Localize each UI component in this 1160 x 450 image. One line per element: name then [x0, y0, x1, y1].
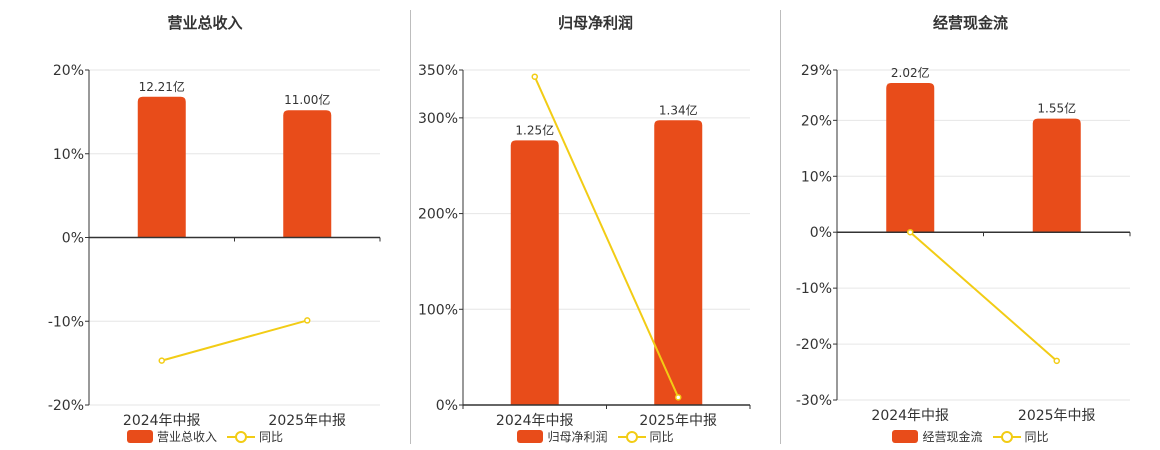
bar-swatch-icon: [892, 430, 919, 443]
legend-label: 归母净利润: [547, 430, 608, 444]
y-tick-label: -20%: [48, 398, 84, 414]
panel-divider: [780, 10, 781, 444]
line-swatch-icon: [992, 430, 1021, 444]
bar-data-label: 2.02亿: [891, 65, 930, 80]
bar: [1032, 118, 1081, 233]
revenue-chart-svg: 20% 10% 0% -10% -20% 12.21亿 2024年中报 11.00亿 2025年…: [48, 63, 381, 429]
bar: [654, 120, 703, 405]
chart-title: 经营现金流: [932, 14, 1008, 32]
y-tick-label: 20%: [801, 113, 832, 129]
y-tick-label: 0%: [810, 225, 832, 241]
legend-item-bar[interactable]: 经营现金流: [892, 428, 983, 445]
bar-data-label: 1.55亿: [1037, 101, 1076, 116]
panel-divider: [410, 10, 411, 444]
bar: [283, 110, 332, 238]
x-tick-label: 2024年中报: [871, 408, 949, 424]
y-tick-label: 29%: [801, 63, 832, 79]
legend-label: 经营现金流: [922, 430, 983, 444]
bar: [886, 82, 935, 233]
line-swatch-icon: [227, 430, 255, 444]
y-tick-label: -10%: [796, 281, 832, 297]
line-swatch-icon: [617, 430, 646, 444]
x-tick-label: 2024年中报: [123, 413, 201, 429]
bar: [510, 140, 559, 405]
yoy-point: [1053, 357, 1060, 365]
y-tick-label: 10%: [53, 147, 84, 163]
y-tick-label: 20%: [53, 63, 84, 79]
x-tick-label: 2025年中报: [1018, 408, 1096, 424]
legend-label: 营业总收入: [156, 430, 217, 444]
x-tick-label: 2025年中报: [639, 413, 717, 429]
yoy-line: [533, 76, 680, 398]
x-tick-label: 2024年中报: [496, 413, 574, 429]
bar-data-label: 1.25亿: [515, 122, 554, 137]
legend-item-line[interactable]: 同比: [617, 428, 674, 445]
y-tick-label: 200%: [418, 207, 458, 223]
yoy-point: [304, 317, 311, 324]
legend-item-line[interactable]: 同比: [227, 428, 283, 445]
net-profit-chart-svg: 350% 300% 200% 100% 0% 1.25亿 2024年中报 1.34亿 2025年…: [418, 63, 751, 429]
y-tick-label: 0%: [62, 231, 84, 247]
bar-data-label: 1.34亿: [659, 102, 698, 117]
chart-legend: 营业总收入 同比: [0, 428, 410, 445]
y-tick-label: 300%: [418, 111, 458, 127]
bar-swatch-icon: [126, 430, 153, 443]
legend-item-line[interactable]: 同比: [992, 428, 1049, 445]
chart-legend: 归母净利润 同比: [411, 428, 780, 445]
bar-data-label: 12.21亿: [139, 79, 185, 94]
y-tick-label: 0%: [436, 398, 458, 414]
cash-flow-chart-svg: 29% 20% 10% 0% -10% -20% -30% 2.02亿 2024年中报 1.55亿…: [796, 63, 1131, 424]
legend-label: 同比: [1024, 430, 1049, 444]
yoy-point: [158, 357, 165, 364]
yoy-line: [909, 231, 1058, 362]
yoy-point: [531, 73, 538, 80]
bar-swatch-icon: [517, 430, 544, 443]
y-tick-label: -20%: [796, 337, 832, 353]
y-tick-label: 350%: [418, 63, 458, 79]
y-tick-label: -30%: [796, 393, 832, 409]
x-tick-label: 2025年中报: [268, 413, 346, 429]
legend-label: 同比: [649, 430, 674, 444]
chart-legend: 经营现金流 同比: [781, 428, 1160, 445]
yoy-line: [161, 319, 308, 362]
yoy-point: [907, 228, 914, 236]
y-tick-label: 100%: [418, 302, 458, 318]
bar-data-label: 11.00亿: [284, 92, 330, 107]
legend-label: 同比: [259, 430, 284, 444]
chart-panel-revenue: 营业总收入 20% 10% 0% -10% -20% 12.21亿 2024年中报 11.00…: [0, 0, 410, 450]
chart-panel-cash-flow: 经营现金流 29% 20% 10% 0% -10% -20% -30% 2.02亿 2024年中…: [781, 0, 1160, 450]
yoy-point: [675, 394, 682, 401]
chart-title: 归母净利润: [557, 14, 633, 32]
bar: [137, 96, 186, 238]
legend-item-bar[interactable]: 营业总收入: [126, 428, 217, 445]
chart-panel-net-profit: 归母净利润 350% 300% 200% 100% 0% 1.25亿 2024年中报 1.34…: [411, 0, 780, 450]
chart-title: 营业总收入: [167, 14, 243, 32]
y-tick-label: -10%: [48, 314, 84, 330]
legend-item-bar[interactable]: 归母净利润: [517, 428, 608, 445]
y-tick-label: 10%: [801, 169, 832, 185]
